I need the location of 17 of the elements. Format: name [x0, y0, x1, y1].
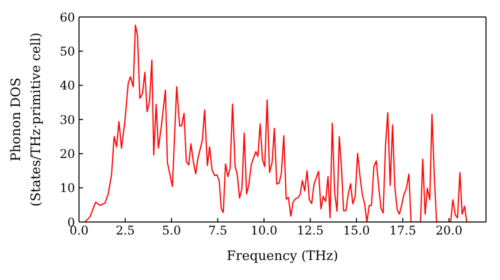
x-tick-label: 7.5 — [208, 224, 228, 238]
line-series — [84, 24, 468, 222]
x-tick-label: 17.5 — [389, 224, 416, 238]
y-tick-label: 30 — [60, 112, 75, 127]
y-tick-label: 10 — [60, 181, 75, 196]
y-tick-label: 60 — [60, 10, 75, 24]
y-tick-label: 20 — [60, 146, 75, 161]
x-tick-label: 2.5 — [116, 224, 135, 238]
y-tick-label: 40 — [60, 78, 75, 93]
y-tick-label: 50 — [60, 44, 75, 58]
x-tick-label: 5.0 — [162, 224, 182, 238]
x-tick-label: 10.0 — [250, 224, 278, 238]
x-tick-label: 15.0 — [343, 224, 370, 238]
x-tick-label: 20.0 — [436, 224, 462, 238]
y-axis-title: Phonon DOS (States/THz·primitive cell) — [9, 32, 44, 207]
x-axis-title: Frequency (THz) — [226, 249, 338, 264]
x-tick-label: 12.5 — [296, 224, 324, 238]
